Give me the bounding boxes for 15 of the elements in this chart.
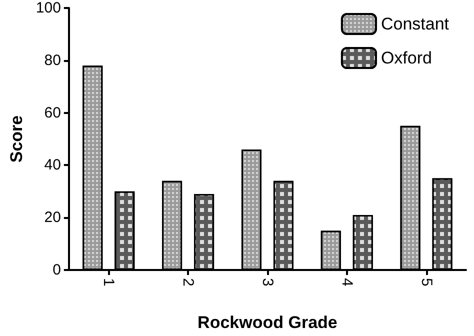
y-tick-label: 20 [44, 209, 61, 226]
x-tick-label: 4 [338, 278, 356, 286]
y-tick-label: 100 [36, 0, 61, 16]
x-tick-label: 2 [180, 278, 197, 286]
x-tick-label: 3 [258, 278, 276, 286]
x-tick-label: 5 [418, 278, 435, 286]
y-tick-label: 0 [52, 262, 61, 278]
y-tick-label: 80 [44, 52, 61, 69]
y-axis-title: Score [7, 115, 26, 163]
y-tick-label: 40 [44, 156, 61, 174]
x-axis-title: Rockwood Grade [198, 313, 338, 332]
legend-label: Constant [380, 14, 450, 34]
legend-label: Oxford [380, 48, 432, 68]
y-tick-label: 60 [44, 104, 61, 122]
x-tick-label: 1 [100, 278, 118, 286]
